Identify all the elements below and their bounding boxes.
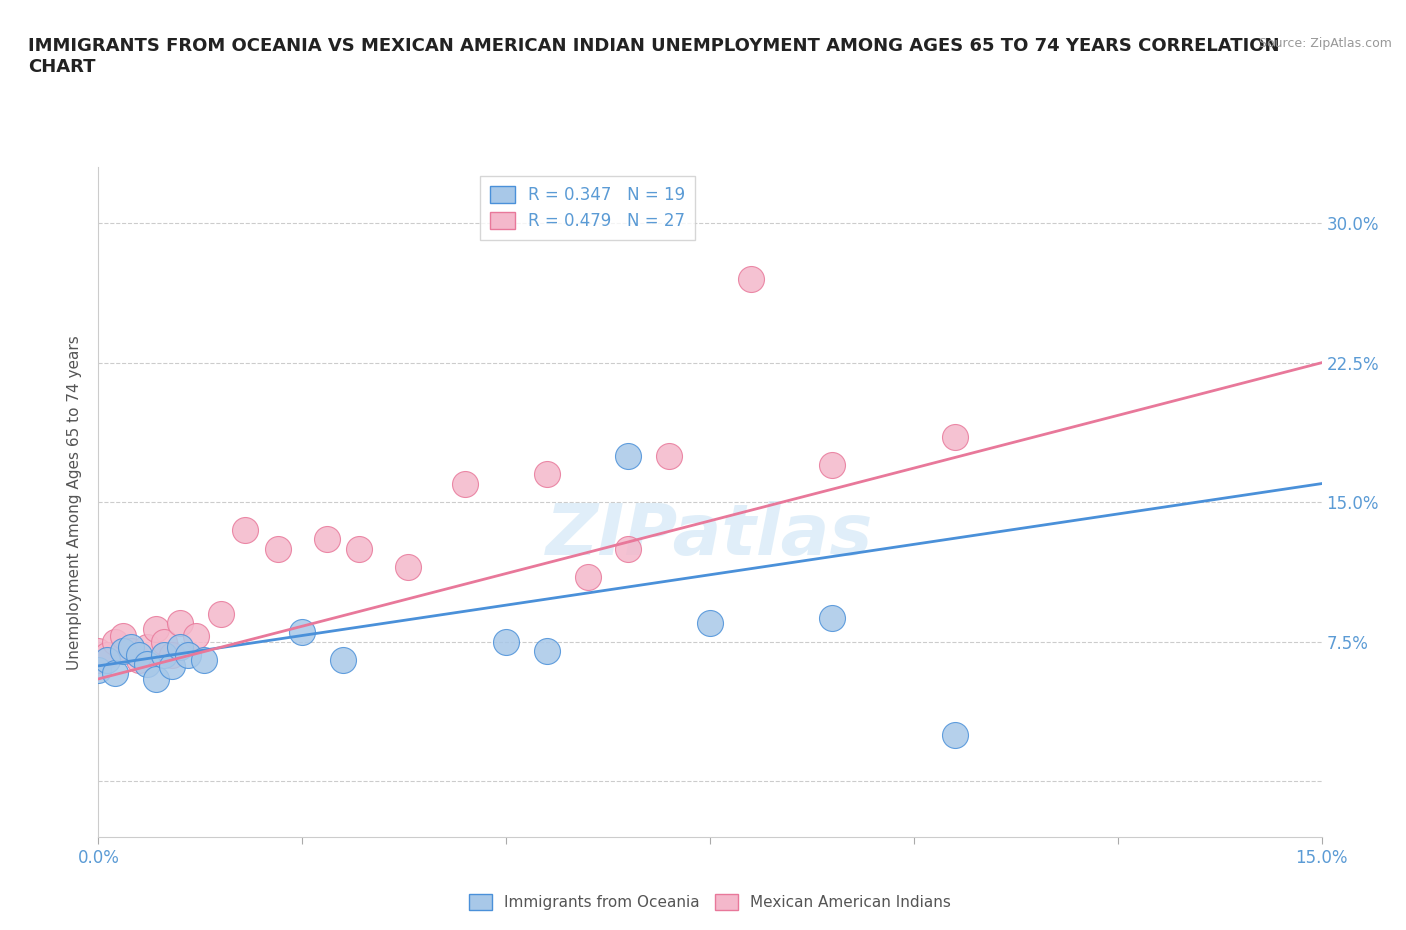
Point xyxy=(821,458,844,472)
Legend: Immigrants from Oceania, Mexican American Indians: Immigrants from Oceania, Mexican America… xyxy=(463,888,957,916)
Point xyxy=(495,634,517,649)
Point xyxy=(152,647,174,662)
Point xyxy=(349,541,371,556)
Point xyxy=(87,653,110,668)
Point xyxy=(536,467,558,482)
Point xyxy=(536,644,558,658)
Point xyxy=(332,653,354,668)
Point xyxy=(943,430,966,445)
Point xyxy=(96,647,118,662)
Point xyxy=(169,616,191,631)
Point xyxy=(145,621,167,636)
Point xyxy=(740,272,762,286)
Point xyxy=(145,671,167,686)
Point xyxy=(169,640,191,655)
Point xyxy=(233,523,256,538)
Point xyxy=(87,644,110,658)
Point xyxy=(454,476,477,491)
Point xyxy=(160,647,183,662)
Point xyxy=(104,634,127,649)
Point xyxy=(267,541,290,556)
Point xyxy=(128,653,150,668)
Point xyxy=(315,532,337,547)
Point xyxy=(120,644,142,658)
Point xyxy=(186,629,208,644)
Point xyxy=(136,657,159,671)
Point xyxy=(617,541,640,556)
Text: Source: ZipAtlas.com: Source: ZipAtlas.com xyxy=(1258,37,1392,50)
Point xyxy=(111,629,134,644)
Text: ZIPatlas: ZIPatlas xyxy=(547,501,873,570)
Point xyxy=(193,653,215,668)
Point xyxy=(576,569,599,584)
Point xyxy=(699,616,721,631)
Point xyxy=(111,644,134,658)
Point xyxy=(120,640,142,655)
Point xyxy=(128,647,150,662)
Y-axis label: Unemployment Among Ages 65 to 74 years: Unemployment Among Ages 65 to 74 years xyxy=(67,335,83,670)
Point xyxy=(177,647,200,662)
Point xyxy=(136,640,159,655)
Point xyxy=(152,634,174,649)
Point xyxy=(396,560,419,575)
Point xyxy=(160,658,183,673)
Point xyxy=(291,625,314,640)
Point xyxy=(104,666,127,681)
Point xyxy=(821,610,844,625)
Point xyxy=(943,727,966,742)
Point xyxy=(87,662,110,677)
Point xyxy=(96,653,118,668)
Point xyxy=(617,448,640,463)
Point xyxy=(658,448,681,463)
Text: IMMIGRANTS FROM OCEANIA VS MEXICAN AMERICAN INDIAN UNEMPLOYMENT AMONG AGES 65 TO: IMMIGRANTS FROM OCEANIA VS MEXICAN AMERI… xyxy=(28,37,1279,76)
Point xyxy=(209,606,232,621)
